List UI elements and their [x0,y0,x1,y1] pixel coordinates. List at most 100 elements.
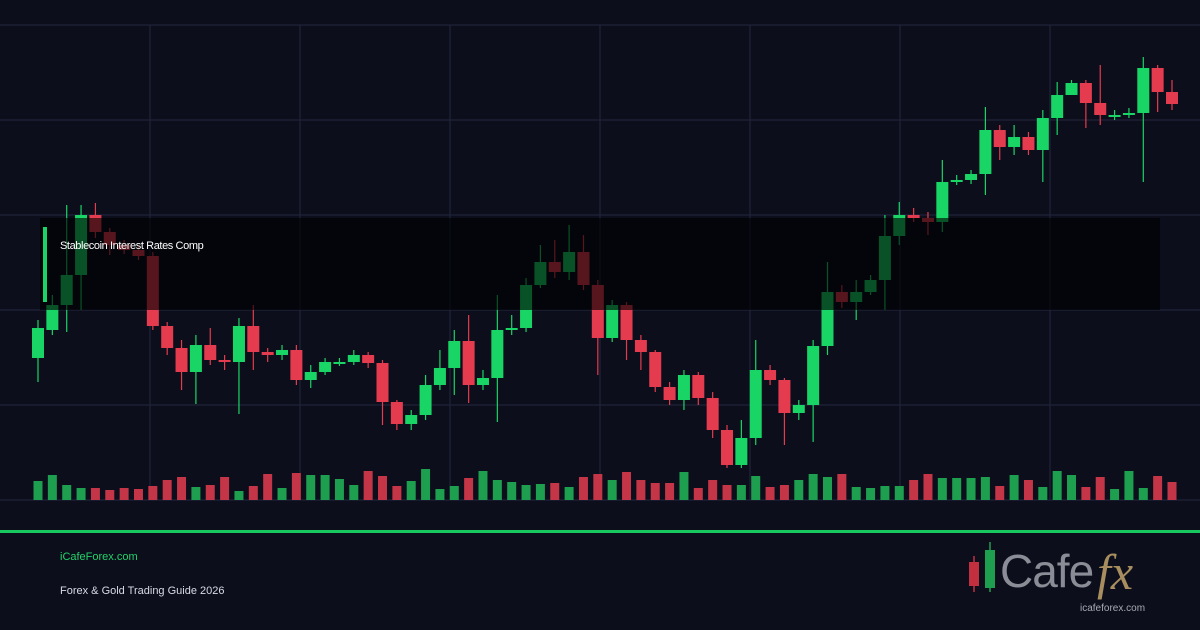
volume-bar [751,476,761,500]
volume-bar [808,474,818,500]
volume-bar [1110,489,1120,500]
candle-body [405,415,418,424]
candle-body [419,385,432,415]
volume-bar [248,486,258,500]
volume-bar [449,486,459,500]
volume-bar [1038,487,1048,500]
volume-bar [464,478,474,500]
volume-bar [349,485,359,500]
candle-body [721,430,734,465]
volume-bar [334,479,344,500]
volume-bar [1153,476,1163,500]
volume-bar [119,488,129,500]
volume-bar [909,480,919,500]
volume-bar [62,485,72,500]
candle-body [807,346,820,405]
volume-bar [636,480,646,500]
volume-bar [363,471,373,500]
candle-body [993,130,1006,147]
candle-body [936,182,949,222]
volume-bar [507,482,517,500]
volume-bar [320,475,330,500]
candle-body [333,362,346,364]
volume-bar [133,489,143,500]
volume-bar [550,483,560,500]
volume-bar [177,477,187,500]
volume-bar [277,488,287,500]
candle-body [979,130,992,174]
candle-body [764,370,777,380]
volume-bar [205,485,215,500]
candle-body [907,215,920,218]
candle-body [692,375,705,398]
candle-body [792,405,805,413]
volume-bar [622,472,632,500]
volume-bar [105,490,115,500]
divider [0,530,1200,533]
volume-bar [794,480,804,500]
logo-candle [969,562,979,586]
volume-bar [378,476,388,500]
volume-bar [665,483,675,500]
overlay-accent [43,227,47,302]
candle-body [32,328,44,358]
candle-body [620,305,633,340]
volume-bar [263,474,273,500]
volume-bar [851,487,861,500]
candle-body [749,370,762,438]
candle-body [1036,118,1049,150]
candle-body [1166,92,1178,104]
candle-body [634,340,647,352]
candle-body [1108,115,1121,117]
volume-bar [392,486,402,500]
candle-body [161,326,174,348]
candle-body [663,387,676,400]
volume-bar [822,477,832,500]
candle-body [390,402,403,424]
volume-bar [722,485,732,500]
volume-bar [1052,471,1062,500]
volume-bar [937,478,947,500]
volume-bar [679,472,689,500]
volume-bar [1167,482,1177,500]
candle-body [1008,137,1021,147]
volume-bar [76,488,86,500]
candle-body [476,378,489,385]
candle-body [950,180,963,182]
candle-body [1051,95,1064,118]
candle-body [1065,83,1078,95]
overlay-box [40,218,1160,310]
volume-bar [995,486,1005,500]
volume-bar [708,480,718,500]
candle-body [304,372,317,380]
logo-word: Cafe [1000,545,1093,597]
volume-bar [33,481,43,500]
volume-bar [650,483,660,500]
volume-bar [952,478,962,500]
candle-body [1079,83,1092,103]
volume-bar [894,486,904,500]
volume-bar [306,475,316,500]
candle-body [232,326,245,362]
candle-body [175,348,188,372]
volume-bar [880,486,890,500]
volume-bar [1124,471,1134,500]
candle-body [261,352,274,355]
volume-bar [1023,480,1033,500]
candle-body [189,345,202,372]
volume-bar [521,485,531,500]
candle-body [1151,68,1164,92]
overlay-label: Stablecoin Interest Rates Comp [60,240,204,252]
volume-bar [535,484,545,500]
volume-bar [1095,477,1105,500]
volume-bar [866,488,876,500]
candle-body [319,362,332,372]
candle-body [46,305,59,330]
volume-bar [837,474,847,500]
volume-bar [923,474,933,500]
volume-bar [220,477,230,500]
candle-body [347,355,360,362]
volume-bar [607,480,617,500]
